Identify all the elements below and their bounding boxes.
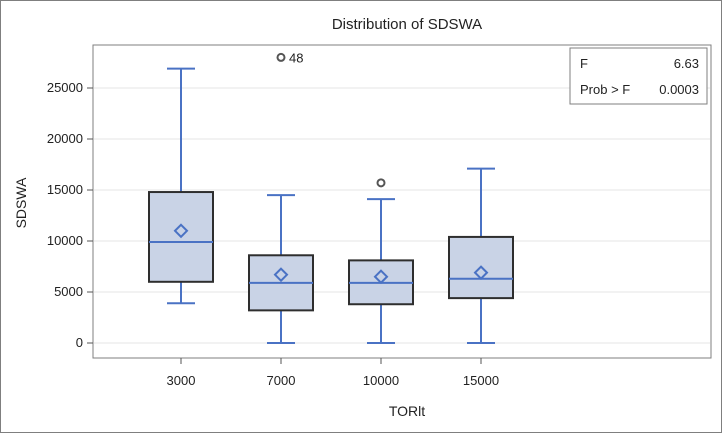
stat-f-label: F: [580, 56, 588, 71]
stat-prob-value: 0.0003: [659, 82, 699, 97]
outlier-point: [276, 52, 286, 62]
x-axis-ticks: 3000 7000 10000 15000: [167, 358, 499, 388]
gridlines: [94, 87, 710, 344]
box-group-10000: [348, 178, 414, 344]
mean-marker: [273, 267, 289, 283]
chart-title: Distribution of SDSWA: [332, 16, 482, 33]
box-group-15000: [448, 167, 514, 344]
mean-marker: [373, 269, 389, 285]
y-axis-label: SDSWA: [13, 177, 29, 228]
box-group-3000: [148, 67, 214, 305]
outlier-point: [376, 178, 386, 188]
x-tick-label: 10000: [363, 373, 399, 388]
stats-box-frame: [569, 47, 708, 105]
y-tick-label: 10000: [47, 233, 83, 248]
plot-area: [92, 44, 712, 359]
y-axis-ticks: 0 5000 10000 15000 20000 25000: [47, 80, 93, 350]
y-tick-label: 0: [76, 335, 83, 350]
outlier-label: 48: [289, 50, 303, 65]
box-group-7000: 48: [248, 50, 314, 344]
mean-marker: [473, 265, 489, 281]
mean-marker: [173, 223, 189, 239]
x-tick-label: 15000: [463, 373, 499, 388]
y-tick-label: 5000: [54, 284, 83, 299]
boxes: 48: [148, 50, 514, 344]
x-axis-label: TORlt: [389, 403, 425, 419]
stat-f-value: 6.63: [674, 56, 699, 71]
x-tick-label: 7000: [267, 373, 296, 388]
stats-box: F 6.63 Prob > F 0.0003: [569, 47, 708, 105]
y-tick-label: 25000: [47, 80, 83, 95]
y-tick-label: 20000: [47, 131, 83, 146]
y-tick-label: 15000: [47, 182, 83, 197]
x-tick-label: 3000: [167, 373, 196, 388]
stat-prob-label: Prob > F: [580, 82, 630, 97]
